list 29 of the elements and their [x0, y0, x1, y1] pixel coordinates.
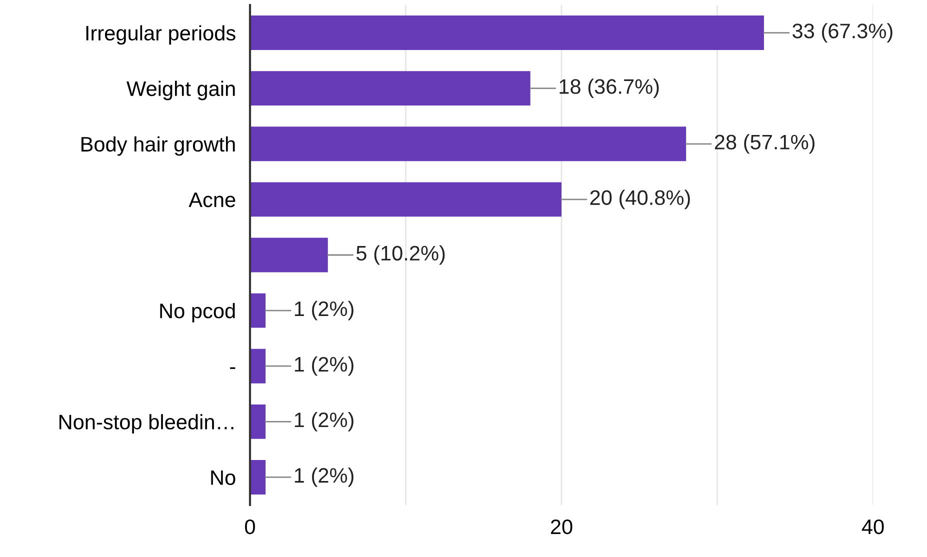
data-label: 5 (10.2%) [356, 245, 445, 265]
y-tick-label: Irregular periods [86, 25, 236, 45]
bar [250, 293, 266, 328]
bar [250, 182, 562, 217]
y-tick-label: Acne [188, 192, 236, 208]
x-tick-label: 20 [550, 519, 572, 534]
y-tick-label: Non-stop bleedin… [59, 414, 234, 434]
data-label: 1 (2%) [294, 412, 354, 432]
y-tick-label: - [230, 367, 236, 369]
data-label: 28 (57.1%) [714, 134, 814, 154]
data-label: 1 (2%) [294, 468, 354, 487]
data-label: 33 (67.3%) [792, 23, 892, 42]
bar [250, 460, 266, 494]
x-tick-label: 40 [862, 519, 884, 534]
y-tick-label: No [211, 470, 236, 485]
data-label: 1 (2%) [294, 300, 354, 320]
data-label: 20 (40.8%) [590, 190, 690, 210]
y-tick-label: Body hair growth [82, 136, 235, 156]
data-label: 1 (2%) [294, 356, 354, 376]
x-tick-label: 0 [245, 519, 255, 534]
bar [250, 348, 266, 384]
bar [250, 16, 764, 50]
y-tick-label: Weight gain [126, 80, 235, 100]
bar [250, 404, 266, 439]
bar [250, 71, 530, 106]
data-label: 18 (36.7%) [560, 78, 659, 98]
y-tick-label: No pcod [160, 303, 235, 322]
bar [250, 126, 686, 162]
bar [250, 238, 328, 272]
